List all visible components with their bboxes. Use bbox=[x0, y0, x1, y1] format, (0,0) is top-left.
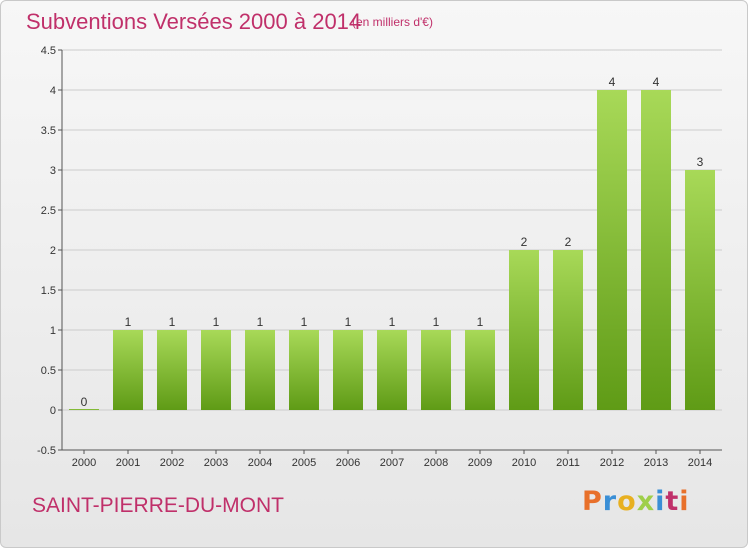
data-label-2005: 1 bbox=[301, 315, 308, 329]
bar-2008 bbox=[421, 330, 451, 410]
axes: -0.5 0 0.5 1 1.5 2 2.5 3 3.5 4 4.5 2000 2001 2002 2003… bbox=[37, 45, 722, 469]
x-tick-label-2004: 2004 bbox=[248, 457, 272, 469]
data-label-2014: 3 bbox=[697, 155, 704, 169]
x-tick-label-2003: 2003 bbox=[204, 457, 228, 469]
bars bbox=[69, 90, 715, 410]
bar-2003 bbox=[201, 330, 231, 410]
data-label-2009: 1 bbox=[477, 315, 484, 329]
logo-letter: r bbox=[602, 486, 618, 517]
data-label-2001: 1 bbox=[125, 315, 132, 329]
logo-letter: i bbox=[679, 486, 690, 517]
x-tick-label-2013: 2013 bbox=[644, 457, 668, 469]
bar-2002 bbox=[157, 330, 187, 410]
bar-2010 bbox=[509, 250, 539, 410]
data-label-2002: 1 bbox=[169, 315, 176, 329]
logo-letter: x bbox=[636, 486, 656, 517]
x-tick-label-2002: 2002 bbox=[160, 457, 184, 469]
x-tick-label-2000: 2000 bbox=[72, 457, 96, 469]
data-label-2013: 4 bbox=[653, 75, 660, 89]
chart-subtitle: (en milliers d'€) bbox=[352, 15, 433, 29]
data-label-2012: 4 bbox=[609, 75, 616, 89]
x-tick-label-2009: 2009 bbox=[468, 457, 492, 469]
bar-2004 bbox=[245, 330, 275, 410]
data-label-2010: 2 bbox=[521, 235, 528, 249]
logo-letter: P bbox=[582, 486, 603, 517]
x-tick-label-2005: 2005 bbox=[292, 457, 316, 469]
data-label-2000: 0 bbox=[81, 395, 88, 409]
y-tick-label: 2 bbox=[50, 245, 56, 257]
bar-2011 bbox=[553, 250, 583, 410]
x-tick-label-2012: 2012 bbox=[600, 457, 624, 469]
x-tick-label-2014: 2014 bbox=[688, 457, 712, 469]
y-tick-label: 1 bbox=[50, 325, 56, 337]
logo-letter: o bbox=[617, 486, 637, 517]
y-tick-label: 4.5 bbox=[41, 45, 56, 57]
x-tick-label-2007: 2007 bbox=[380, 457, 404, 469]
y-tick-label: 3.5 bbox=[41, 125, 56, 137]
y-tick-label: 2.5 bbox=[41, 205, 56, 217]
y-tick-label: 1.5 bbox=[41, 285, 56, 297]
x-tick-label-2008: 2008 bbox=[424, 457, 448, 469]
x-tick-label-2011: 2011 bbox=[556, 457, 580, 469]
proxiti-logo: Proxiti bbox=[582, 486, 690, 517]
bar-2009 bbox=[465, 330, 495, 410]
bar-2007 bbox=[377, 330, 407, 410]
x-tick-label-2010: 2010 bbox=[512, 457, 536, 469]
y-tick-label: 0.5 bbox=[41, 365, 56, 377]
y-tick-label: 4 bbox=[50, 85, 56, 97]
data-label-2007: 1 bbox=[389, 315, 396, 329]
bar-2001 bbox=[113, 330, 143, 410]
bar-2014 bbox=[685, 170, 715, 410]
bar-2000 bbox=[69, 409, 99, 410]
bar-2005 bbox=[289, 330, 319, 410]
data-label-2011: 2 bbox=[565, 235, 572, 249]
location-name: SAINT-PIERRE-DU-MONT bbox=[32, 494, 284, 517]
logo-letter: t bbox=[665, 486, 680, 517]
x-tick-label-2006: 2006 bbox=[336, 457, 360, 469]
y-tick-label: 3 bbox=[50, 165, 56, 177]
data-label-2004: 1 bbox=[257, 315, 264, 329]
bar-2012 bbox=[597, 90, 627, 410]
data-label-2006: 1 bbox=[345, 315, 352, 329]
bar-2013 bbox=[641, 90, 671, 410]
data-label-2003: 1 bbox=[213, 315, 220, 329]
bar-2006 bbox=[333, 330, 363, 410]
labels: 0 1 1 1 1 1 1 1 1 1 2 2 4 4 3 bbox=[81, 75, 704, 409]
y-tick-label: -0.5 bbox=[37, 445, 56, 457]
logo-letter: i bbox=[655, 486, 666, 517]
x-tick-label-2001: 2001 bbox=[116, 457, 140, 469]
data-label-2008: 1 bbox=[433, 315, 440, 329]
chart-title: Subventions Versées 2000 à 2014 bbox=[26, 9, 362, 34]
y-tick-label: 0 bbox=[50, 405, 56, 417]
